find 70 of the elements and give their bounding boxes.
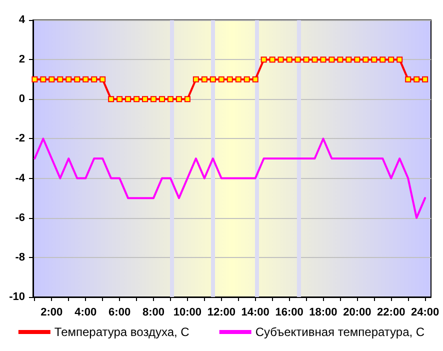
point <box>269 56 276 63</box>
point <box>294 56 301 63</box>
point <box>328 56 335 63</box>
point <box>167 96 174 102</box>
point <box>66 76 72 82</box>
point <box>354 56 360 63</box>
x-tick-label: 12:00 <box>207 306 236 318</box>
x-tick-label: 8:00 <box>142 306 165 318</box>
point <box>362 56 369 63</box>
point <box>235 76 242 82</box>
y-tick-label: 4 <box>18 14 26 26</box>
y-tick-label: -4 <box>15 172 26 184</box>
point <box>116 96 123 102</box>
point <box>218 76 224 82</box>
point <box>252 76 258 82</box>
point <box>57 76 64 82</box>
y-tick-label: 0 <box>18 93 25 106</box>
y-tick-label: -2 <box>15 132 25 145</box>
point <box>150 96 157 102</box>
x-tick-label: 14:00 <box>241 306 270 318</box>
point <box>337 56 344 63</box>
x-tick-label: 24:00 <box>410 306 440 318</box>
point <box>260 56 267 63</box>
point <box>158 96 165 102</box>
point <box>303 56 310 63</box>
point <box>396 56 403 63</box>
point <box>184 96 190 102</box>
x-tick-label: 20:00 <box>343 306 372 318</box>
y-tick-label: 2 <box>18 54 25 66</box>
point <box>176 96 182 102</box>
x-tick-label: 16:00 <box>275 306 304 318</box>
x-tick-label: 2:00 <box>40 306 63 318</box>
legend-label: Температура воздуха, С <box>54 325 190 339</box>
point <box>320 56 326 63</box>
point <box>346 56 352 63</box>
point <box>278 56 284 63</box>
point <box>210 76 216 82</box>
point <box>134 96 140 102</box>
x-tick-label: 22:00 <box>377 306 406 318</box>
point <box>108 96 114 102</box>
x-tick-label: 10:00 <box>173 306 202 318</box>
y-tick-label: -10 <box>9 291 25 303</box>
legend-label: Субъективная температура, С <box>255 325 425 339</box>
point <box>405 76 412 82</box>
point <box>74 76 80 82</box>
point <box>82 76 89 82</box>
y-tick-label: -6 <box>15 212 25 224</box>
y-tick-label: -8 <box>15 251 25 264</box>
point <box>312 56 318 63</box>
point <box>422 76 428 82</box>
point <box>380 56 386 63</box>
point <box>414 76 420 82</box>
point <box>142 96 148 102</box>
x-tick-label: 4:00 <box>74 306 97 318</box>
point <box>32 76 38 82</box>
point <box>371 56 378 63</box>
point <box>91 76 98 82</box>
point <box>100 76 106 82</box>
point <box>244 76 250 82</box>
point <box>40 76 46 82</box>
point <box>48 76 55 82</box>
point <box>192 76 199 82</box>
point <box>286 56 292 63</box>
x-tick-label: 6:00 <box>108 306 131 318</box>
point <box>125 96 132 102</box>
point <box>388 56 394 63</box>
point <box>226 76 233 82</box>
line-series <box>34 138 426 219</box>
x-tick-label: 18:00 <box>309 306 338 318</box>
point <box>201 76 208 82</box>
